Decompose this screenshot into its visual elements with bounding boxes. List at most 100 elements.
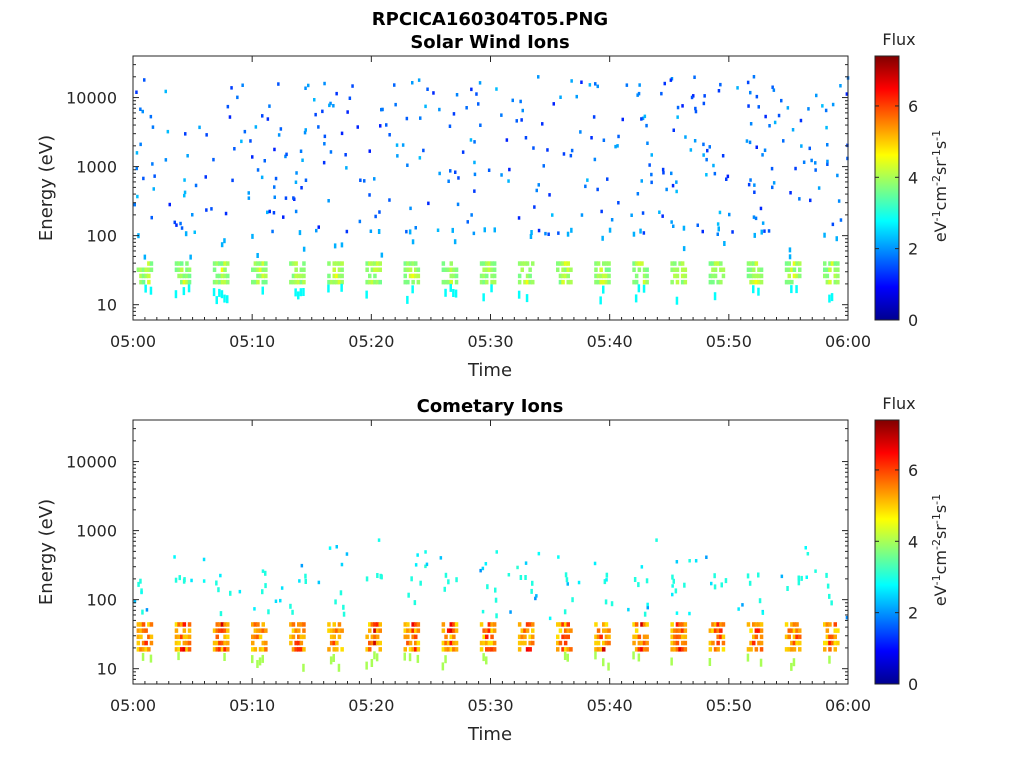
heatmap-cell (139, 622, 143, 627)
heatmap-cell (752, 273, 756, 279)
heatmap-cell (332, 261, 336, 266)
heatmap-cell (505, 138, 509, 142)
heatmap-cell (444, 655, 447, 664)
unit-part: cm (931, 186, 950, 210)
heatmap-cell (368, 640, 372, 646)
heatmap-cell (217, 587, 220, 593)
heatmap-cell (414, 640, 418, 646)
heatmap-cell (566, 647, 570, 652)
heatmap-cell (426, 87, 429, 91)
heatmap-cell (487, 267, 492, 272)
heatmap-cell (139, 634, 143, 640)
heatmap-cell (828, 634, 832, 640)
heatmap-cell (191, 213, 194, 217)
heatmap-cell (141, 279, 146, 285)
heatmap-cell (300, 186, 303, 190)
heatmap-cell (218, 647, 222, 652)
colorbar-tick-label: 0 (908, 311, 918, 330)
heatmap-cell (373, 622, 377, 627)
heatmap-cell (823, 640, 827, 646)
heatmap-cell (261, 286, 264, 295)
heatmap-cell (693, 139, 697, 143)
heatmap-cell (683, 273, 688, 279)
heatmap-cell (602, 640, 606, 646)
heatmap-cell (828, 261, 832, 266)
y-tick-label: 1000 (76, 158, 117, 177)
heatmap-cell (599, 296, 602, 305)
heatmap-cell (220, 290, 224, 299)
heatmap-cell (828, 640, 832, 646)
heatmap-cell (455, 577, 458, 583)
heatmap-cell (135, 166, 138, 171)
heatmap-cell (642, 640, 647, 646)
heatmap-cell (836, 279, 840, 285)
heatmap-cell (299, 267, 304, 272)
heatmap-cell (800, 144, 803, 148)
heatmap-cell (784, 261, 789, 266)
heatmap-cell (403, 628, 407, 633)
heatmap-cell (472, 231, 476, 236)
heatmap-cell (185, 261, 189, 266)
heatmap-cell (302, 273, 306, 279)
heatmap-cell (634, 279, 639, 285)
heatmap-cell (190, 578, 193, 583)
heatmap-cell (482, 653, 485, 662)
heatmap-cell (393, 83, 396, 87)
x-tick-label: 06:00 (825, 696, 871, 715)
heatmap-cell (219, 611, 223, 617)
heatmap-cell (291, 609, 294, 615)
heatmap-cell (370, 279, 375, 285)
heatmap-cell (828, 294, 831, 303)
heatmap-cell (220, 273, 225, 279)
heatmap-cell (187, 279, 192, 285)
heatmap-cell (294, 273, 298, 279)
heatmap-cell (136, 640, 141, 646)
heatmap-cell (703, 94, 706, 98)
heatmap-cell (566, 267, 570, 272)
heatmap-cell (378, 261, 382, 266)
x-tick-label: 05:40 (587, 696, 633, 715)
heatmap-cell (792, 634, 797, 640)
heatmap-cell (784, 622, 789, 627)
heatmap-cell (814, 569, 817, 573)
heatmap-cell (478, 81, 482, 85)
heatmap-cell (719, 279, 723, 285)
heatmap-cell (575, 94, 578, 99)
heatmap-cell (236, 95, 239, 100)
heatmap-cell (634, 294, 638, 303)
heatmap-cell (444, 572, 448, 578)
heatmap-cell (185, 267, 189, 272)
heatmap-cell (358, 219, 362, 224)
heatmap-cell (141, 647, 146, 652)
heatmap-cell (139, 273, 143, 279)
heatmap-cell (258, 634, 263, 640)
heatmap-cell (754, 273, 759, 279)
heatmap-cell (294, 279, 298, 285)
heatmap-cell (302, 288, 305, 296)
heatmap-cell (241, 83, 244, 87)
heatmap-cell (301, 158, 304, 162)
heatmap-cell (632, 261, 636, 266)
heatmap-cell (212, 157, 215, 162)
heatmap-cell (240, 139, 243, 144)
heatmap-cell (256, 253, 259, 258)
heatmap-cell (713, 261, 718, 266)
heatmap-cell (566, 628, 570, 633)
heatmap-cell (210, 207, 213, 211)
heatmap-cell (566, 261, 570, 266)
heatmap-cell (183, 190, 187, 195)
heatmap-cell (637, 284, 641, 293)
heatmap-cell (220, 261, 225, 266)
heatmap-cell (337, 273, 342, 279)
heatmap-cell (479, 640, 484, 646)
heatmap-cell (411, 628, 415, 633)
plot-area (133, 420, 848, 684)
heatmap-cell (487, 622, 492, 627)
heatmap-cell (798, 628, 802, 633)
heatmap-cell (187, 284, 191, 293)
heatmap-cell (439, 556, 443, 560)
heatmap-cell (719, 634, 723, 640)
heatmap-cell (177, 640, 181, 646)
heatmap-cell (251, 655, 254, 664)
